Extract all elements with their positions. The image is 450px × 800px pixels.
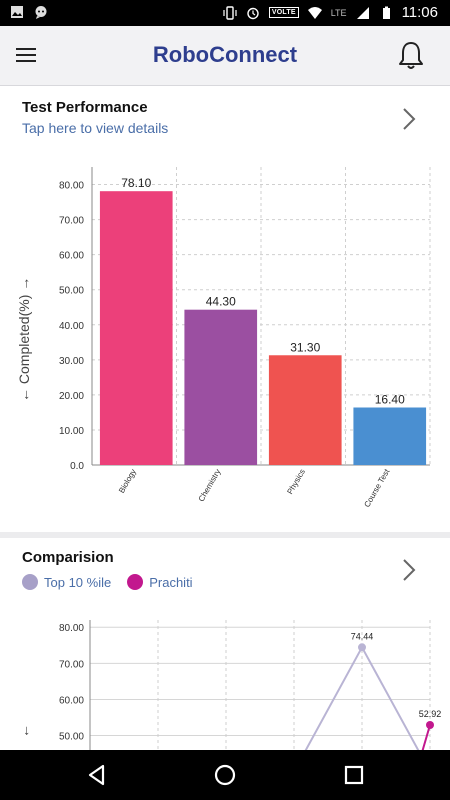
y-tick-label: 60.00 [59,695,84,706]
test-performance-bar-chart: 0.0 10.00 20.00 30.00 40.00 50.00 60.00 70.00 80… [59,167,431,509]
vibrate-icon [223,5,237,20]
bar-value-label: 44.30 [206,295,236,309]
y-tick-label: 50.00 [59,286,84,297]
y-tick-label: 0.0 [70,461,84,472]
x-tick-label: Biology [117,468,138,495]
test-performance-card[interactable]: Test Performance Tap here to view detail… [0,87,450,532]
y-tick-label: 70.00 [59,659,84,670]
bar-value-label: 31.30 [290,340,320,354]
legend-swatch-top10 [22,574,38,590]
battery-icon [382,6,390,19]
series-line-1 [421,724,431,750]
test-performance-title: Test Performance [22,99,148,116]
legend-item-top10: Top 10 %ile [22,574,111,590]
bar-chemistry [184,309,258,465]
y-tick-label: 20.00 [59,391,84,402]
chevron-right-icon[interactable] [402,107,416,131]
x-tick-label: Chemistry [197,468,223,504]
volte-badge: VOLTE [268,7,299,18]
legend-swatch-prachiti [127,574,144,590]
chevron-right-icon[interactable] [402,558,416,582]
comparison-title: Comparision [22,549,114,566]
legend-label-prachiti: Prachiti [149,574,193,590]
app-bar: RoboConnect [0,26,450,86]
home-icon[interactable] [212,762,238,788]
y-tick-label: 60.00 [59,251,84,262]
status-right: VOLTE LTE 11:06 [223,4,438,21]
y-tick-label: 40.00 [59,321,84,332]
y-tick-label: 70.00 [59,216,84,227]
status-time: 11:06 [401,4,438,21]
menu-icon[interactable] [16,44,42,68]
y-tick-label: 50.00 [59,732,84,743]
wifi-icon [307,6,322,19]
x-tick-label: Course Test [362,467,391,509]
signal-icon [356,6,369,19]
y-tick-label: 30.00 [59,356,84,367]
gallery-icon [11,6,23,18]
navigation-bar [0,750,450,800]
legend-label-top10: Top 10 %ile [44,574,112,590]
y-tick-label: 10.00 [59,426,84,437]
legend-item-prachiti: Prachiti [127,574,193,590]
bar-value-label: 78.10 [121,176,151,190]
recents-icon[interactable] [341,762,367,788]
alarm-icon [247,7,259,19]
bar-physics [268,355,342,465]
status-left [10,5,48,19]
comparison-line-chart: 50.00 60.00 70.00 80.00 74.44 52.92 [59,620,442,750]
point-value-label: 52.92 [419,709,442,719]
comparison-legend: Top 10 %ile Prachiti [22,574,203,590]
point-value-label: 74.44 [351,631,374,641]
x-tick-label: Physics [285,468,307,496]
back-icon[interactable] [84,762,110,788]
bar-biology [99,191,173,465]
lte-label: LTE [330,7,347,18]
status-bar: VOLTE LTE 11:06 [0,0,450,26]
series-point-1 [426,721,434,730]
comparison-card[interactable]: Comparision Top 10 %ile Prachiti ← 50.00… [0,538,450,750]
series-point-0 [358,643,366,652]
bar-course-test [353,407,427,465]
notification-bell-icon[interactable] [396,40,426,72]
view-details-link[interactable]: Tap here to view details [22,120,169,136]
chat-icon [35,6,47,19]
y-tick-label: 80.00 [59,623,84,634]
app-title: RoboConnect [152,42,298,67]
y-tick-label: 80.00 [59,181,84,192]
bar-value-label: 16.40 [375,393,405,407]
card-separator [0,532,450,538]
